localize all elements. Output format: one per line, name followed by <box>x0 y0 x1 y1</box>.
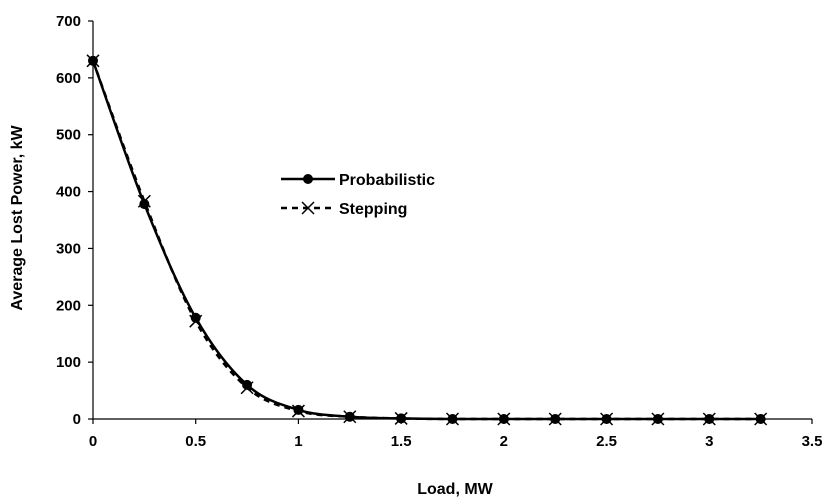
series-line-stepping <box>91 60 761 421</box>
series-stepping <box>86 54 768 426</box>
y-tick-label: 100 <box>56 354 81 371</box>
legend-entry-stepping: Stepping <box>281 201 407 218</box>
data-point-stepping <box>651 412 665 426</box>
legend-entry-probabilistic: Probabilistic <box>281 172 435 189</box>
x-axis-ticks: 0 0.5 1 1.5 2 2.5 3 3.5 <box>89 419 823 450</box>
data-point-stepping <box>86 54 100 68</box>
data-point-probabilistic <box>242 379 253 390</box>
data-point-stepping <box>189 314 203 328</box>
x-tick-label: 1.5 <box>391 433 412 450</box>
data-point-stepping <box>291 404 305 418</box>
series-layer <box>86 54 768 426</box>
x-tick-label: 2.5 <box>596 433 617 450</box>
y-tick-label: 700 <box>56 13 81 30</box>
data-point-stepping <box>240 381 254 395</box>
data-point-stepping <box>394 411 408 425</box>
y-tick-label: 0 <box>73 411 81 428</box>
legend-marker-probabilistic <box>303 174 313 184</box>
data-point-probabilistic <box>190 312 201 323</box>
data-point-stepping <box>600 412 614 426</box>
x-axis-title: Load, MW <box>417 481 493 498</box>
x-tick-label: 1 <box>294 433 302 450</box>
y-axis-ticks: 0 100 200 300 400 500 600 700 <box>56 13 93 428</box>
data-point-stepping <box>445 412 460 426</box>
x-tick-label: 3.5 <box>802 433 823 450</box>
y-tick-label: 600 <box>56 70 81 87</box>
legend-label-stepping: Stepping <box>339 201 407 218</box>
data-point-stepping <box>497 412 511 426</box>
x-tick-label: 0 <box>89 433 97 450</box>
y-tick-label: 400 <box>56 184 81 201</box>
data-point-stepping <box>137 194 151 208</box>
x-tick-label: 3 <box>705 433 713 450</box>
legend-label-probabilistic: Probabilistic <box>339 172 435 189</box>
y-tick-label: 200 <box>56 297 81 314</box>
series-probabilistic <box>88 55 766 424</box>
data-point-stepping <box>343 410 357 424</box>
data-point-stepping <box>702 412 716 426</box>
x-tick-label: 0.5 <box>185 433 206 450</box>
legend-marker-stepping <box>301 201 315 215</box>
x-tick-label: 2 <box>500 433 508 450</box>
y-tick-label: 300 <box>56 240 81 257</box>
data-point-stepping <box>754 412 768 426</box>
series-line-probabilistic <box>91 60 761 421</box>
data-point-stepping <box>548 412 562 426</box>
y-axis-title: Average Lost Power, kW <box>9 124 26 310</box>
y-tick-label: 500 <box>56 127 81 144</box>
legend: Probabilistic Stepping <box>270 158 476 222</box>
